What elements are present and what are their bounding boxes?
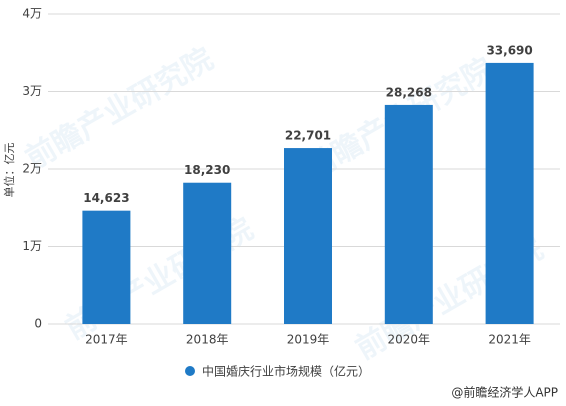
- bar: [82, 210, 131, 324]
- x-tick-label: 2018年: [186, 333, 229, 347]
- watermark: 前瞻产业研究院: [20, 41, 219, 176]
- bar: [183, 182, 232, 324]
- y-tick-label: 4万: [22, 7, 42, 21]
- y-tick-label: 3万: [22, 84, 42, 98]
- value-label: 18,230: [184, 163, 230, 177]
- y-tick-label: 0: [34, 317, 42, 331]
- x-tick-label: 2021年: [488, 333, 531, 347]
- value-label: 22,701: [285, 129, 331, 143]
- value-label: 33,690: [486, 43, 532, 57]
- x-tick-label: 2019年: [287, 333, 330, 347]
- y-tick-label: 2万: [22, 162, 42, 176]
- legend-label: 中国婚庆行业市场规模（亿元）: [202, 364, 370, 379]
- x-tick-label: 2017年: [85, 333, 128, 347]
- bar: [485, 62, 534, 325]
- value-label: 28,268: [386, 85, 432, 99]
- y-tick-label: 1万: [22, 239, 42, 253]
- bar: [384, 104, 433, 324]
- x-tick-label: 2020年: [388, 333, 431, 347]
- y-axis-label: 单位：亿元: [2, 143, 16, 198]
- source: @前瞻经济学人APP: [451, 385, 558, 400]
- value-label: 14,623: [83, 191, 129, 205]
- bar: [284, 148, 332, 324]
- legend-marker: [185, 366, 195, 376]
